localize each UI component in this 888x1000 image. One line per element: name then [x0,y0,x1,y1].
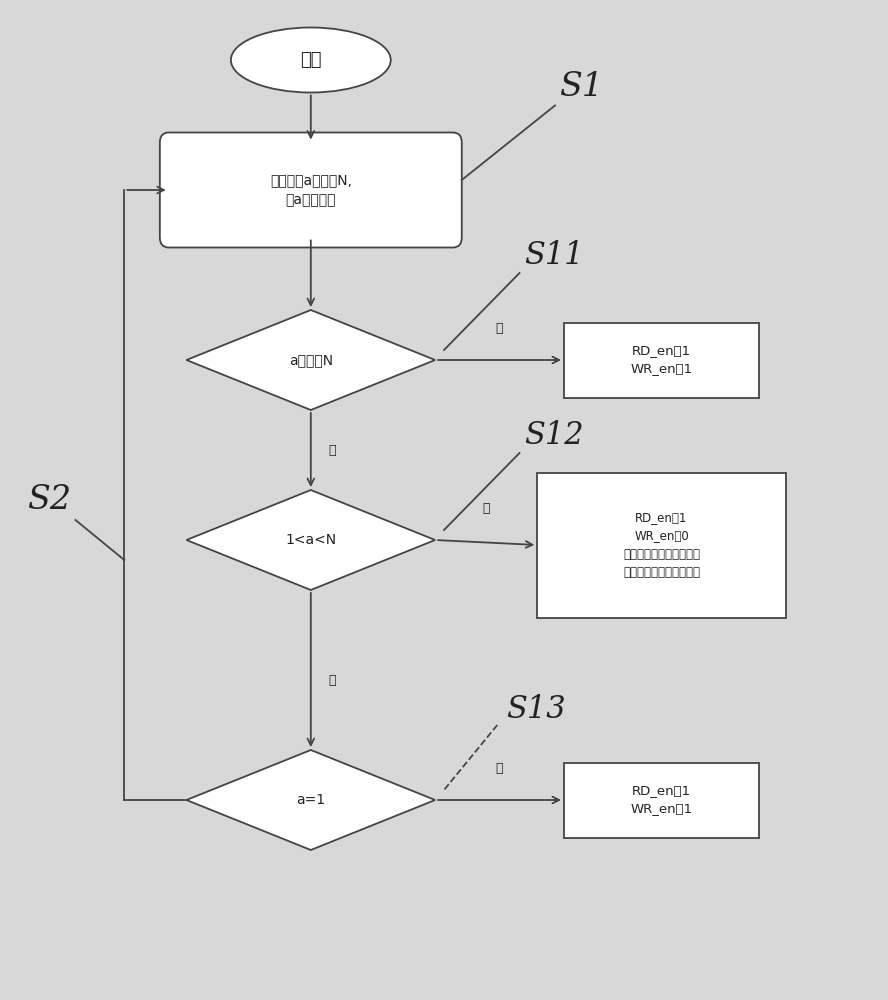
Text: 将信号量a赋值为N,
对a进行自减: 将信号量a赋值为N, 对a进行自减 [270,173,352,207]
Text: 否: 否 [329,674,336,686]
Text: S11: S11 [524,239,583,270]
Bar [564,763,759,838]
Text: 开始: 开始 [300,51,321,69]
FancyBboxPatch shape [160,132,462,247]
Polygon shape [186,490,435,590]
Text: S1: S1 [559,72,604,104]
Text: S13: S13 [506,694,566,726]
Text: 1<a<N: 1<a<N [285,533,337,547]
Bar [564,322,759,397]
Text: RD_en置1
WR_en置1: RD_en置1 WR_en置1 [630,784,693,816]
Text: RD_en置1
WR_en置0
将数据与上一个数据作比
较，取其最大值与最小值: RD_en置1 WR_en置0 将数据与上一个数据作比 较，取其最大值与最小值 [623,512,700,578]
Text: 是: 是 [496,322,503,335]
Text: a=1: a=1 [297,793,325,807]
Bar [537,473,786,617]
Polygon shape [186,750,435,850]
Text: RD_en置1
WR_en置1: RD_en置1 WR_en置1 [630,344,693,375]
Text: S2: S2 [27,484,71,516]
Text: S12: S12 [524,420,583,450]
Polygon shape [186,310,435,410]
Text: 是: 是 [496,762,503,775]
Text: 是: 是 [482,502,490,515]
Ellipse shape [231,27,391,93]
Text: 否: 否 [329,444,336,456]
Text: a是否为N: a是否为N [289,353,333,367]
